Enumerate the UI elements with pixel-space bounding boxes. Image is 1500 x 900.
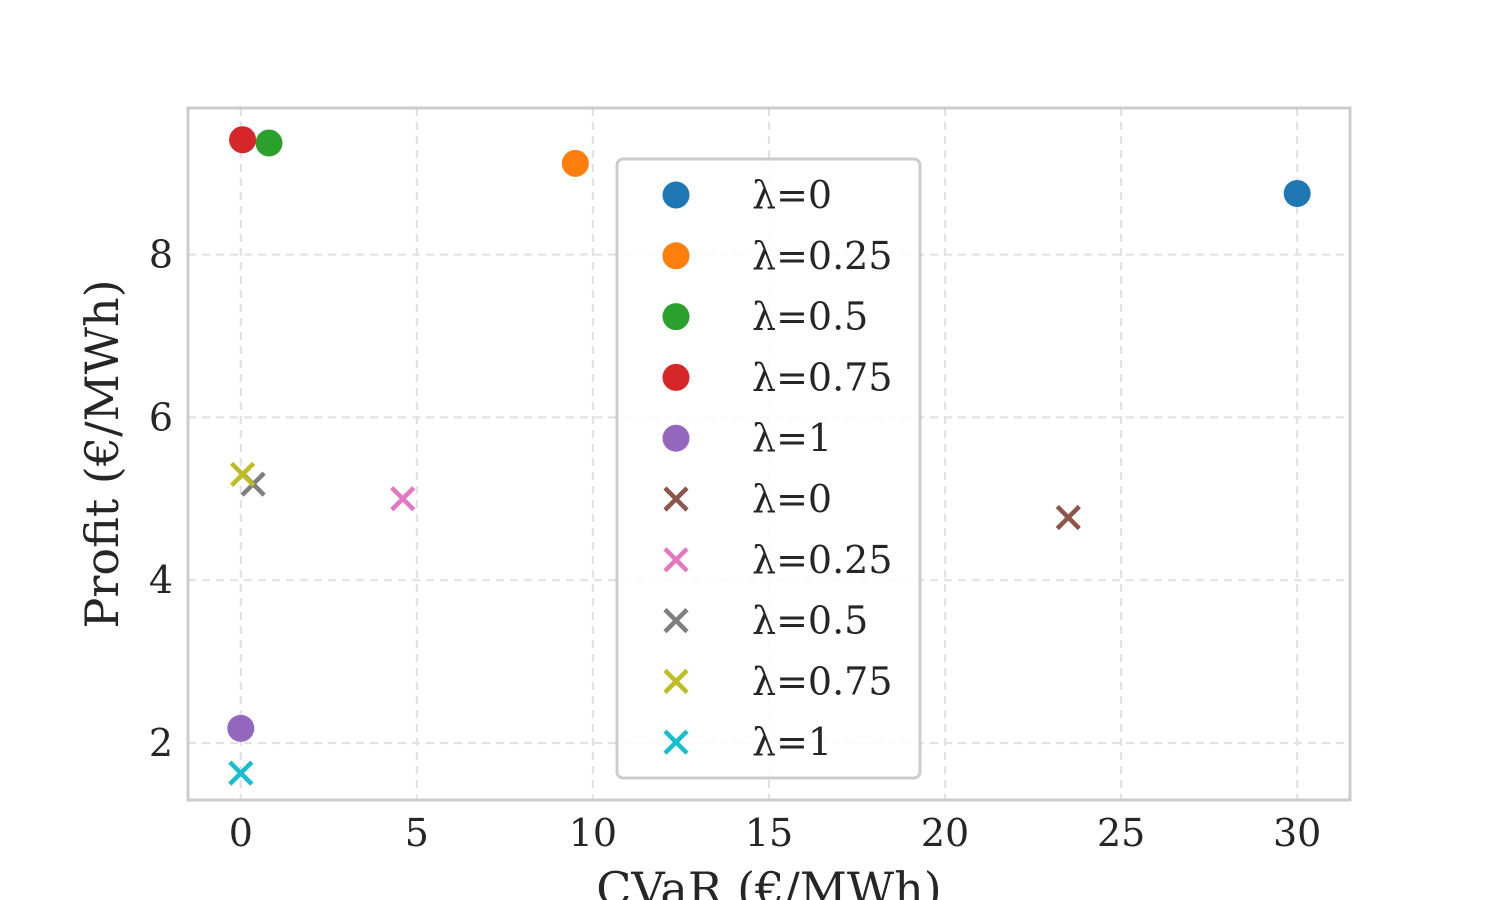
legend-label: λ=0.25 bbox=[752, 538, 893, 582]
legend-marker bbox=[663, 608, 689, 634]
y-tick-label: 8 bbox=[149, 233, 173, 277]
legend-label: λ=0 bbox=[752, 173, 832, 217]
data-points bbox=[227, 126, 1311, 786]
data-point-circle bbox=[227, 714, 255, 742]
legend-marker bbox=[663, 486, 689, 512]
legend-box bbox=[615, 157, 922, 780]
x-axis-label: CVaR (€/MWh) bbox=[596, 862, 942, 900]
x-tick-label: 25 bbox=[1097, 811, 1145, 855]
x-tick-label: 5 bbox=[405, 811, 429, 855]
x-tick-label: 15 bbox=[745, 811, 793, 855]
legend-label: λ=0 bbox=[752, 477, 832, 521]
legend-marker bbox=[663, 729, 689, 755]
legend-marker bbox=[662, 363, 690, 391]
x-tick-label: 10 bbox=[569, 811, 617, 855]
legend-label: λ=1 bbox=[752, 416, 832, 460]
plot-area bbox=[186, 106, 1352, 802]
legend-label: λ=0.25 bbox=[752, 234, 893, 278]
data-point-x bbox=[390, 486, 416, 512]
legend-label: λ=0.5 bbox=[752, 599, 868, 643]
data-point-circle bbox=[255, 129, 283, 157]
x-tick-label: 0 bbox=[229, 811, 253, 855]
x-tick-label: 30 bbox=[1273, 811, 1321, 855]
axis-ticks: 0 5 10 15 20 25 30 2 4 6 8 bbox=[149, 233, 1322, 855]
data-point-x bbox=[1055, 504, 1081, 531]
data-point-circle bbox=[561, 149, 589, 177]
legend-label: λ=0.5 bbox=[752, 295, 868, 339]
data-point-circle bbox=[229, 126, 257, 154]
legend-marker bbox=[663, 547, 689, 573]
legend-marker bbox=[662, 242, 690, 270]
legend: λ=0 λ=0.25 λ=0.5 λ=0.75 λ=1 λ=0 λ=0.25 λ=0.5 λ=0… bbox=[615, 157, 922, 780]
y-tick-label: 6 bbox=[149, 395, 173, 439]
legend-marker bbox=[662, 181, 690, 209]
data-point-x bbox=[228, 760, 254, 786]
y-tick-label: 2 bbox=[149, 721, 173, 765]
legend-marker bbox=[662, 424, 690, 452]
legend-label: λ=0.75 bbox=[752, 659, 893, 703]
legend-label: λ=1 bbox=[752, 720, 832, 764]
legend-marker bbox=[663, 668, 689, 694]
data-point-circle bbox=[1283, 179, 1311, 207]
y-tick-label: 4 bbox=[149, 558, 173, 602]
x-tick-label: 20 bbox=[921, 811, 969, 855]
y-axis-label: Profit (€/MWh) bbox=[75, 279, 129, 628]
legend-marker bbox=[662, 303, 690, 331]
legend-label: λ=0.75 bbox=[752, 355, 893, 399]
data-point-x bbox=[229, 461, 256, 487]
